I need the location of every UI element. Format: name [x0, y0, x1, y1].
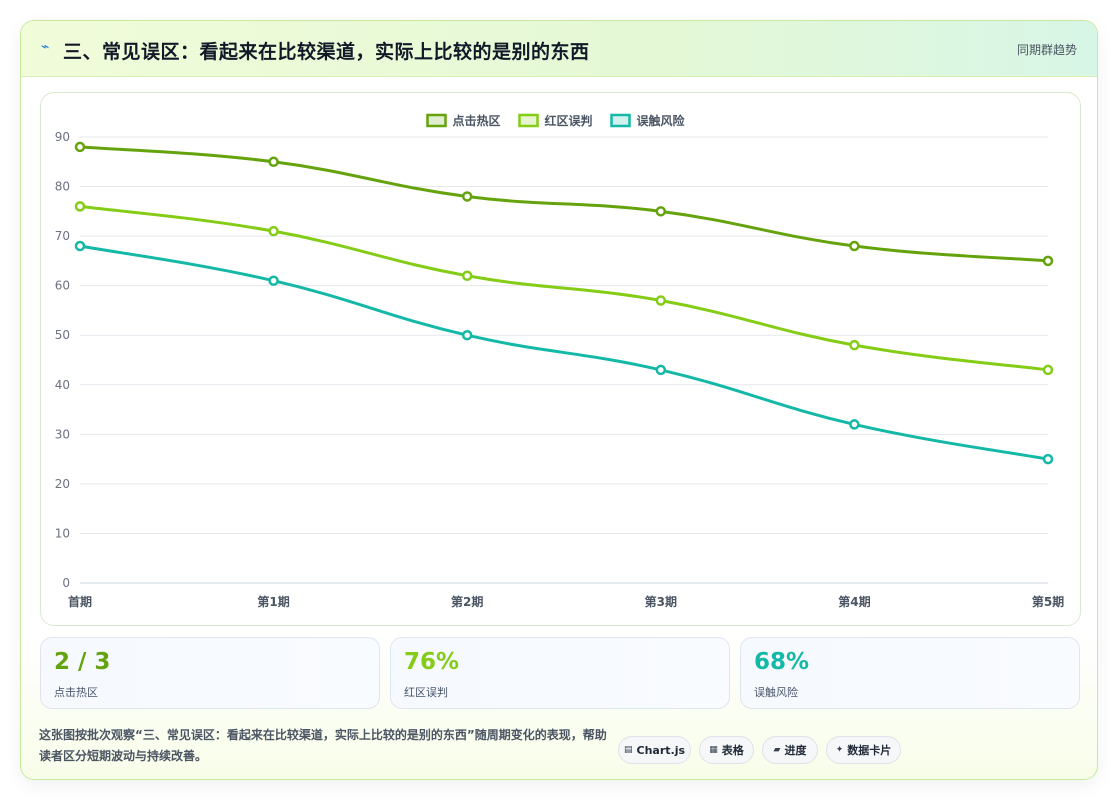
series-line [79, 244, 1049, 461]
stat-card-red-zone: 76% 红区误判 [390, 637, 730, 709]
series-line [79, 145, 1049, 263]
stat-value: 68% [754, 649, 810, 675]
data-point [74, 240, 86, 252]
tag-data-card[interactable]: ✦ 数据卡片 [826, 736, 901, 764]
x-tick-label: 第3期 [645, 594, 677, 609]
stat-value: 76% [404, 649, 460, 675]
data-point [268, 225, 279, 237]
lightning-icon: ⌁ [41, 39, 50, 55]
data-point [849, 419, 860, 430]
table-icon: ▦ [709, 745, 718, 755]
stat-card-click-hotspot: 2 / 3 点击热区 [40, 637, 380, 709]
trend-label: 同期群趋势 [1016, 43, 1077, 57]
tag-table[interactable]: ▦ 表格 [699, 736, 754, 764]
data-point [74, 201, 86, 212]
sparkle-icon: ✦ [835, 745, 844, 755]
data-point [1042, 364, 1054, 376]
y-tick-label: 60 [55, 279, 70, 293]
x-tick-label: 首期 [68, 594, 92, 609]
dashboard-card: ⌁ 三、常见误区：看起来在比较渠道，实际上比较的是别的东西 同期群趋势 0 10 2… [20, 20, 1098, 780]
data-point [74, 141, 86, 153]
data-point [849, 339, 860, 351]
y-tick-label: 40 [55, 378, 70, 392]
y-tick-label: 90 [55, 130, 70, 144]
chart-panel: 0 10 20 30 40 50 60 70 80 90 首期 第1期 第2期 第3期 第4期 第5期 点击热区… [40, 92, 1081, 626]
chart-description: 这张图按批次观察“三、常见误区：看起来在比较渠道，实际上比较的是别的东西”随周期… [39, 728, 607, 763]
data-point [849, 240, 860, 252]
data-point [655, 295, 667, 306]
tag-label: 表格 [721, 744, 744, 757]
legend-swatch [518, 113, 539, 128]
tag-progress[interactable]: ▰ 进度 [762, 736, 818, 764]
x-tick-label: 第4期 [838, 594, 870, 609]
legend-label: 误触风险 [637, 113, 686, 128]
chart-icon: ▤ [623, 745, 633, 755]
stat-label: 点击热区 [54, 686, 98, 699]
data-point [655, 206, 667, 217]
stat-label: 红区误判 [404, 686, 448, 699]
y-tick-label: 0 [62, 576, 70, 590]
x-tick-label: 第1期 [257, 594, 289, 609]
card-title: 三、常见误区：看起来在比较渠道，实际上比较的是别的东西 [63, 41, 590, 63]
y-tick-label: 50 [55, 328, 70, 342]
y-tick-label: 30 [55, 427, 70, 441]
stat-label: 误触风险 [754, 686, 798, 699]
tag-label: 进度 [784, 744, 807, 757]
data-point [1042, 255, 1054, 267]
legend-swatch [610, 113, 631, 128]
legend-swatch [426, 113, 447, 128]
data-point [461, 270, 473, 282]
x-tick-label: 第2期 [451, 594, 483, 609]
data-point [268, 156, 279, 168]
tag-label: Chart.js [636, 743, 686, 757]
tag-chartjs[interactable]: ▤ Chart.js [618, 736, 691, 764]
data-point [1042, 453, 1054, 465]
data-point [461, 329, 473, 341]
y-tick-label: 70 [55, 229, 70, 243]
tag-label: 数据卡片 [847, 744, 892, 757]
data-point [461, 191, 473, 202]
x-tick-label: 第5期 [1032, 594, 1064, 609]
y-tick-label: 10 [55, 526, 70, 540]
legend-label: 红区误判 [545, 113, 593, 128]
line-chart: 0 10 20 30 40 50 60 70 80 90 首期 第1期 第2期 第3期 第4期 第5期 点击热区… [55, 113, 1064, 609]
y-tick-label: 80 [55, 180, 70, 194]
stat-card-mis-touch: 68% 误触风险 [740, 637, 1080, 709]
card-header: ⌁ 三、常见误区：看起来在比较渠道，实际上比较的是别的东西 同期群趋势 [21, 21, 1097, 77]
series-line [79, 204, 1049, 372]
legend-label: 点击热区 [453, 113, 501, 128]
progress-icon: ▰ [773, 745, 781, 755]
y-tick-label: 20 [55, 477, 70, 491]
stat-value: 2 / 3 [54, 649, 111, 675]
data-point [655, 364, 667, 376]
data-point [268, 275, 279, 286]
